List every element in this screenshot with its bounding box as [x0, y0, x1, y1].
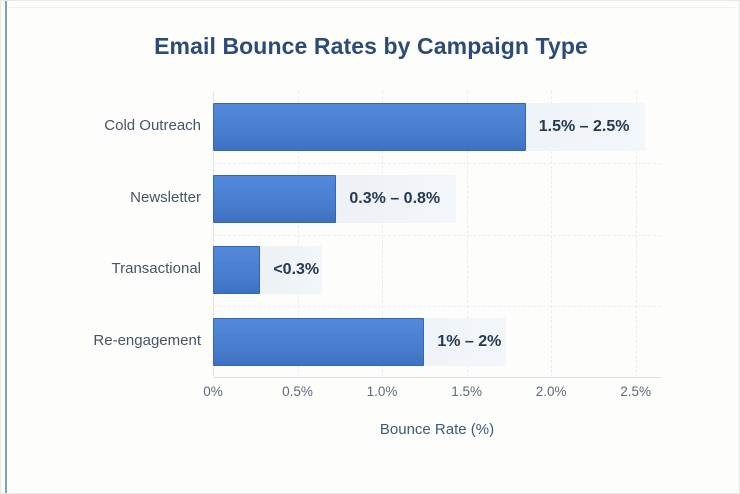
x-tick-label: 1.5% — [451, 384, 482, 399]
top-hairline — [9, 7, 735, 8]
bar[interactable] — [213, 246, 261, 295]
x-axis-line — [213, 377, 661, 378]
gridline-horizontal — [213, 162, 661, 164]
x-axis-title: Bounce Rate (%) — [379, 421, 495, 438]
category-label-transactional: Transactional — [111, 260, 202, 278]
bar-row: <0.3% — [213, 246, 661, 295]
category-label-newsletter: Newsletter — [130, 188, 201, 206]
category-label-re-engagement: Re-engagement — [93, 332, 201, 350]
gridline-horizontal — [213, 234, 661, 236]
bar[interactable] — [213, 174, 337, 223]
plot-area: 1.5% – 2.5% 0.3% – 0.8% <0.3% 1% – 2% — [213, 91, 661, 378]
x-tick-label: 0% — [203, 384, 223, 399]
chart-title: Email Bounce Rates by Campaign Type — [154, 33, 588, 59]
bar-row: 0.3% – 0.8% — [213, 174, 661, 223]
bar-row: 1.5% – 2.5% — [213, 102, 661, 151]
bar-value-label: 1.5% – 2.5% — [538, 117, 630, 135]
x-tick-label: 1.0% — [366, 384, 398, 399]
bar[interactable] — [213, 318, 425, 367]
bar-value-label: <0.3% — [273, 261, 320, 279]
x-tick-label: 0.5% — [282, 384, 313, 399]
bar-row: 1% – 2% — [213, 318, 661, 367]
bar-value-label: 1% – 2% — [437, 333, 502, 351]
category-label-cold-outreach: Cold Outreach — [104, 116, 201, 134]
x-tick-label: 2.0% — [535, 384, 567, 399]
bar[interactable] — [213, 102, 526, 151]
x-tick-label: 2.5% — [620, 384, 652, 399]
left-accent-rule — [5, 1, 7, 493]
bar-value-label: 0.3% – 0.8% — [349, 189, 441, 207]
gridline-horizontal — [213, 306, 661, 308]
